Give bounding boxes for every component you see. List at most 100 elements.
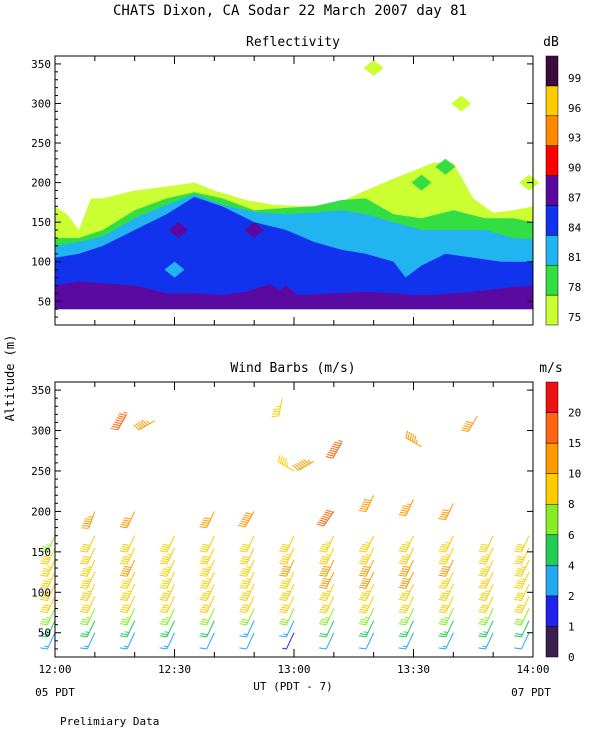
wind-barb-half-feather xyxy=(442,645,447,648)
wind-barb xyxy=(239,547,255,565)
wind-barb-feather xyxy=(241,558,249,561)
wind-barb xyxy=(398,583,414,602)
wind-barb-feather xyxy=(41,620,49,624)
wind-barb-shaft xyxy=(298,460,315,471)
wind-barb-feather xyxy=(441,555,449,559)
wind-barb-feather xyxy=(401,592,410,595)
wind-barb-feather xyxy=(514,574,522,577)
wind-barb xyxy=(119,608,136,626)
wind-barb-feather xyxy=(282,555,290,559)
wind-barb-feather xyxy=(41,633,49,636)
wind-barb-half-feather xyxy=(46,616,51,619)
wind-barb-shaft xyxy=(86,596,96,613)
wind-barb-feather xyxy=(326,453,335,457)
wind-barb-feather xyxy=(241,546,249,549)
wind-barb-feather xyxy=(280,548,288,551)
wind-barb-shaft xyxy=(46,632,56,650)
wind-barb-feather xyxy=(440,558,448,561)
wind-barb-feather xyxy=(516,606,524,609)
wind-barb-feather xyxy=(322,555,330,559)
wind-barb-feather xyxy=(80,548,89,551)
wind-barb-shaft xyxy=(206,535,215,553)
wind-barb-feather xyxy=(514,598,522,602)
wind-barb-feather xyxy=(516,594,524,597)
reflectivity-contours xyxy=(55,59,540,310)
wind-barb-feather xyxy=(199,574,207,577)
wind-barb-feather xyxy=(81,618,90,621)
wind-barb xyxy=(438,535,454,553)
wind-barb-feather xyxy=(438,562,446,565)
wind-barb-half-feather xyxy=(326,590,331,593)
wind-barb-feather xyxy=(361,555,370,559)
wind-barb-feather xyxy=(42,582,50,585)
wind-barb-feather xyxy=(439,560,447,563)
wind-barb-feather xyxy=(243,514,252,518)
wind-barb-half-feather xyxy=(166,590,172,593)
wind-barb xyxy=(438,559,454,577)
wind-barb xyxy=(438,571,454,589)
wind-barb-feather xyxy=(358,574,367,577)
wind-barb-feather xyxy=(199,623,207,626)
wind-barb-feather xyxy=(321,515,330,519)
wind-barb-feather xyxy=(398,513,406,517)
wind-barb-shaft xyxy=(206,608,215,625)
wind-barb-feather xyxy=(480,606,488,609)
wind-ytick-label: 250 xyxy=(31,465,51,478)
wind-barb xyxy=(40,583,56,602)
wind-barb-half-feather xyxy=(84,645,89,648)
wind-barb xyxy=(199,547,215,565)
wind-barbs xyxy=(40,398,530,650)
wind-xtick-label: 13:30 xyxy=(397,663,430,676)
wind-barb-feather xyxy=(324,511,332,515)
reflectivity-colorbar-label: 84 xyxy=(568,221,582,234)
wind-barb-shaft xyxy=(485,596,494,613)
wind-colorbar-swatch xyxy=(545,473,559,505)
wind-barb-feather xyxy=(332,443,341,447)
wind-barb-half-feather xyxy=(405,590,411,593)
wind-barb-feather xyxy=(398,598,406,602)
wind-barb-feather xyxy=(478,611,486,614)
wind-barb-feather xyxy=(481,555,489,559)
reflectivity-patch-81 xyxy=(164,261,185,278)
wind-xtick-label: 12:30 xyxy=(158,663,191,676)
wind-barb xyxy=(159,608,175,626)
wind-barb-feather xyxy=(318,598,327,602)
wind-barb-half-feather xyxy=(286,578,291,581)
wind-barb-feather xyxy=(301,460,307,466)
wind-barb xyxy=(239,632,255,650)
wind-barb xyxy=(81,511,96,529)
wind-barb-feather xyxy=(358,647,367,650)
wind-barb-feather xyxy=(240,584,248,587)
wind-barb-shaft xyxy=(520,571,530,589)
wind-barb-feather xyxy=(359,507,368,510)
wind-barb-feather xyxy=(123,565,132,569)
wind-barb-feather xyxy=(241,618,249,621)
wind-barb-shaft xyxy=(520,632,530,650)
wind-barb-shaft xyxy=(365,535,375,553)
wind-barb xyxy=(358,535,375,553)
wind-barb-feather xyxy=(241,518,249,522)
wind-barb-feather xyxy=(239,611,247,614)
wind-barb-feather xyxy=(79,598,88,602)
wind-barb-feather xyxy=(272,408,281,411)
wind-barb-shaft xyxy=(365,596,375,613)
wind-barb-feather xyxy=(334,441,342,445)
wind-barb-shaft xyxy=(445,608,454,625)
reflectivity-ytick-label: 250 xyxy=(31,137,51,150)
wind-barb xyxy=(398,559,414,577)
wind-barb xyxy=(358,583,375,602)
wind-barb xyxy=(438,503,454,521)
wind-barb-feather xyxy=(361,604,370,607)
wind-barb-feather xyxy=(398,611,406,614)
wind-barb xyxy=(119,620,136,638)
reflectivity-colorbar-swatch xyxy=(545,55,559,87)
wind-barb xyxy=(199,608,215,626)
wind-barb-feather xyxy=(281,582,289,585)
wind-barb-feather xyxy=(400,606,409,609)
wind-barb-feather xyxy=(322,568,330,571)
wind-barb xyxy=(199,583,215,602)
wind-barb-feather xyxy=(272,410,280,413)
wind-barb-feather xyxy=(282,543,290,546)
wind-barb xyxy=(438,632,454,650)
wind-barb xyxy=(279,559,295,577)
